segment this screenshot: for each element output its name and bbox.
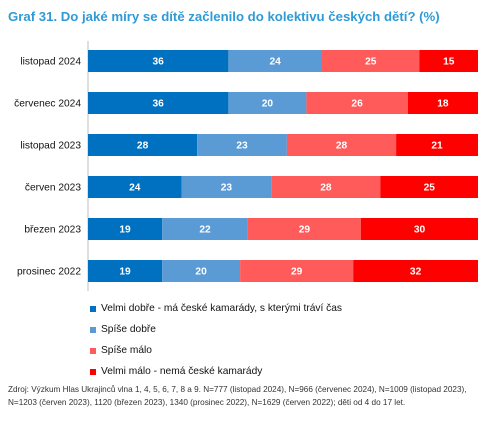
bar-segment-brezen-2023-s3 xyxy=(247,218,361,240)
legend-item-s2: Spíše dobře xyxy=(90,319,342,340)
data-label-cerven-2023-s1: 24 xyxy=(129,183,141,194)
chart-legend: Velmi dobře - má české kamarády, s který… xyxy=(90,298,342,382)
bar-segment-brezen-2023-s1 xyxy=(88,218,163,240)
data-label-prosinec-2022-s1: 19 xyxy=(119,267,131,278)
bar-segment-listopad-2023-s1 xyxy=(88,134,198,156)
data-label-listopad-2024-s1: 36 xyxy=(153,57,165,68)
data-label-listopad-2024-s2: 24 xyxy=(270,57,282,68)
legend-swatch xyxy=(90,326,96,333)
bar-segment-cervenec-2024-s1 xyxy=(88,92,229,114)
bar-segment-listopad-2024-s4 xyxy=(419,50,478,72)
data-label-prosinec-2022-s4: 32 xyxy=(410,267,422,278)
legend-swatch xyxy=(90,368,96,375)
bar-segment-cervenec-2024-s3 xyxy=(306,92,408,114)
legend-label: Spíše dobře xyxy=(101,324,156,335)
data-label-cerven-2023-s3: 28 xyxy=(320,183,332,194)
source-note: Zdroj: Výzkum Hlas Ukrajinců vlna 1, 4, … xyxy=(8,385,467,407)
data-label-cervenec-2024-s4: 18 xyxy=(437,99,449,110)
bar-segment-prosinec-2022-s2 xyxy=(162,260,241,282)
data-label-listopad-2024-s4: 15 xyxy=(443,57,455,68)
bar-segment-cerven-2023-s2 xyxy=(181,176,272,198)
data-label-brezen-2023-s1: 19 xyxy=(119,225,131,236)
data-label-prosinec-2022-s3: 29 xyxy=(291,267,303,278)
data-label-brezen-2023-s4: 30 xyxy=(414,225,426,236)
category-label-brezen-2023: březen 2023 xyxy=(24,225,81,236)
data-label-listopad-2024-s3: 25 xyxy=(365,57,377,68)
bar-segment-listopad-2024-s1 xyxy=(88,50,229,72)
stacked-bar-chart: listopad 2024 36 24 25 15 červenec 2024 36 20 26… xyxy=(14,41,478,291)
bar-segment-cerven-2023-s4 xyxy=(380,176,478,198)
category-label-prosinec-2022: prosinec 2022 xyxy=(17,267,81,278)
category-label-listopad-2024: listopad 2024 xyxy=(20,57,81,68)
data-label-brezen-2023-s2: 22 xyxy=(199,225,211,236)
bar-segment-listopad-2024-s2 xyxy=(228,50,322,72)
category-label-listopad-2023: listopad 2023 xyxy=(20,141,81,152)
data-label-listopad-2023-s3: 28 xyxy=(336,141,348,152)
data-label-cervenec-2024-s3: 26 xyxy=(351,99,363,110)
bar-segment-prosinec-2022-s4 xyxy=(353,260,478,282)
bar-segment-cerven-2023-s1 xyxy=(88,176,182,198)
category-label-cervenec-2024: červenec 2024 xyxy=(14,99,81,110)
bar-segment-brezen-2023-s4 xyxy=(361,218,478,240)
legend-swatch xyxy=(90,305,96,312)
legend-label: Velmi málo - nemá české kamarády xyxy=(101,366,263,377)
bar-segment-cerven-2023-s3 xyxy=(271,176,381,198)
bar-segment-brezen-2023-s2 xyxy=(162,218,248,240)
bar-segment-prosinec-2022-s3 xyxy=(240,260,354,282)
legend-label: Spíše málo xyxy=(101,345,152,356)
legend-item-s1: Velmi dobře - má české kamarády, s který… xyxy=(90,298,342,319)
category-label-cerven-2023: červen 2023 xyxy=(25,183,81,194)
legend-label: Velmi dobře - má české kamarády, s který… xyxy=(101,303,342,314)
bar-segment-prosinec-2022-s1 xyxy=(88,260,163,282)
legend-item-s3: Spíše málo xyxy=(90,340,342,361)
bar-segment-listopad-2024-s3 xyxy=(322,50,420,72)
chart-title: Graf 31. Do jaké míry se dítě začlenilo … xyxy=(8,9,440,24)
data-label-brezen-2023-s3: 29 xyxy=(299,225,311,236)
data-label-cerven-2023-s4: 25 xyxy=(424,183,436,194)
data-label-listopad-2023-s2: 23 xyxy=(236,141,248,152)
data-label-cervenec-2024-s1: 36 xyxy=(153,99,165,110)
data-label-cerven-2023-s2: 23 xyxy=(221,183,233,194)
bar-segment-listopad-2023-s2 xyxy=(197,134,287,156)
bar-segment-listopad-2023-s3 xyxy=(286,134,397,156)
bar-segment-cervenec-2024-s2 xyxy=(228,92,307,114)
legend-item-s4: Velmi málo - nemá české kamarády xyxy=(90,361,342,382)
bar-segment-listopad-2023-s4 xyxy=(396,134,478,156)
data-label-cervenec-2024-s2: 20 xyxy=(262,99,274,110)
data-label-listopad-2023-s1: 28 xyxy=(137,141,149,152)
data-label-prosinec-2022-s2: 20 xyxy=(195,267,207,278)
bar-segment-cervenec-2024-s4 xyxy=(407,92,478,114)
data-label-listopad-2023-s4: 21 xyxy=(431,141,443,152)
legend-swatch xyxy=(90,347,96,354)
